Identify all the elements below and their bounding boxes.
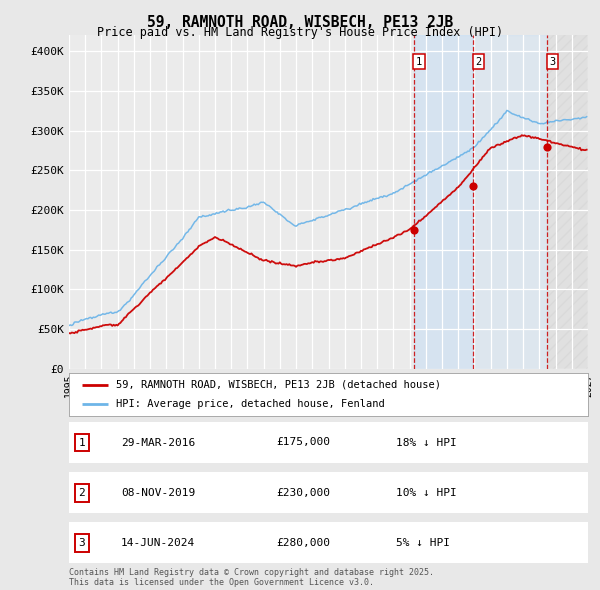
Text: 1: 1 bbox=[416, 57, 422, 67]
Bar bbox=[473, 35, 547, 369]
Text: 2: 2 bbox=[79, 488, 85, 497]
Text: Contains HM Land Registry data © Crown copyright and database right 2025.
This d: Contains HM Land Registry data © Crown c… bbox=[69, 568, 434, 587]
Text: 29-MAR-2016: 29-MAR-2016 bbox=[121, 438, 195, 447]
Point bbox=[469, 182, 478, 191]
Text: Price paid vs. HM Land Registry's House Price Index (HPI): Price paid vs. HM Land Registry's House … bbox=[97, 26, 503, 39]
Text: 3: 3 bbox=[549, 57, 556, 67]
Bar bbox=[547, 35, 588, 369]
Text: 18% ↓ HPI: 18% ↓ HPI bbox=[396, 438, 457, 447]
Text: HPI: Average price, detached house, Fenland: HPI: Average price, detached house, Fenl… bbox=[116, 399, 385, 409]
Text: 2: 2 bbox=[476, 57, 482, 67]
Text: 10% ↓ HPI: 10% ↓ HPI bbox=[396, 488, 457, 497]
Text: £175,000: £175,000 bbox=[277, 438, 331, 447]
Point bbox=[542, 142, 551, 151]
Point bbox=[409, 225, 418, 235]
Text: 14-JUN-2024: 14-JUN-2024 bbox=[121, 538, 195, 548]
Text: 08-NOV-2019: 08-NOV-2019 bbox=[121, 488, 195, 497]
Text: 1: 1 bbox=[79, 438, 85, 447]
Text: 5% ↓ HPI: 5% ↓ HPI bbox=[396, 538, 450, 548]
Text: £230,000: £230,000 bbox=[277, 488, 331, 497]
Text: 3: 3 bbox=[79, 538, 85, 548]
Text: 59, RAMNOTH ROAD, WISBECH, PE13 2JB: 59, RAMNOTH ROAD, WISBECH, PE13 2JB bbox=[147, 15, 453, 30]
Bar bbox=[413, 35, 473, 369]
Text: 59, RAMNOTH ROAD, WISBECH, PE13 2JB (detached house): 59, RAMNOTH ROAD, WISBECH, PE13 2JB (det… bbox=[116, 380, 441, 390]
Text: £280,000: £280,000 bbox=[277, 538, 331, 548]
